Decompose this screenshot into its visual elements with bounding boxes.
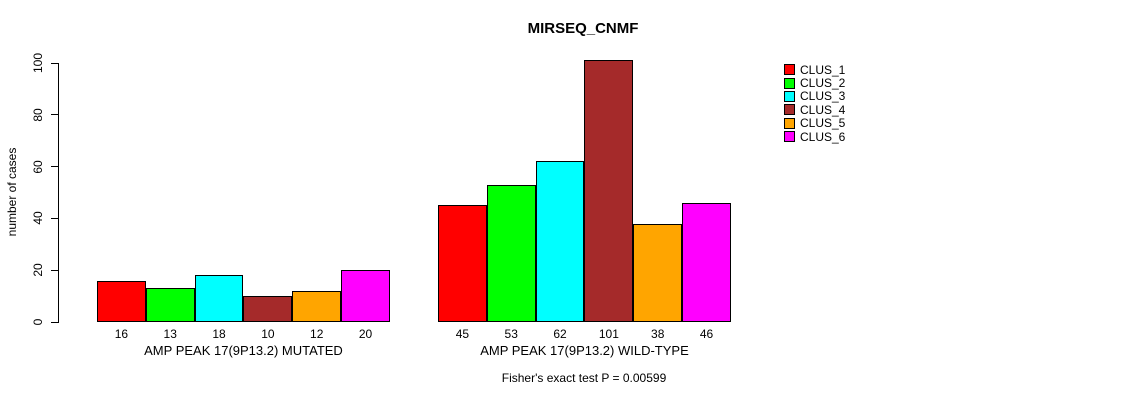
bar-clus_3: [535, 161, 585, 322]
legend-swatch: [784, 104, 795, 116]
bar-clus_4: [584, 60, 634, 322]
bar-clus_1: [438, 205, 487, 322]
y-tick-label: 20: [31, 263, 45, 277]
bar-value-label: 20: [358, 327, 373, 341]
legend-label: CLUS_3: [800, 89, 846, 104]
bar-value-label: 38: [651, 327, 665, 341]
y-axis-label: number of cases: [5, 147, 19, 237]
legend-item-clus_6: CLUS_6: [784, 130, 845, 143]
y-tick-mark: [51, 166, 58, 168]
legend-label: CLUS_1: [800, 62, 846, 77]
bar-value-label: 13: [163, 327, 177, 341]
legend: CLUS_1 CLUS_2 CLUS_3 CLUS_4 CLUS_5 CLUS_6: [784, 63, 845, 143]
legend-swatch: [784, 90, 795, 102]
annotation-fisher-test: Fisher's exact test P = 0.00599: [501, 371, 667, 385]
bar-value-label: 12: [310, 327, 324, 341]
bar-value-label: 101: [598, 327, 619, 341]
bar-clus_6: [682, 202, 731, 322]
y-tick-label: 60: [31, 159, 45, 174]
legend-item-clus_1: CLUS_1: [784, 63, 845, 76]
y-tick-label: 40: [31, 211, 45, 226]
bar-clus_5: [292, 290, 342, 322]
legend-item-clus_2: CLUS_2: [784, 76, 845, 89]
y-tick-mark: [51, 62, 58, 64]
bar-value-label: 46: [699, 327, 714, 341]
legend-label: CLUS_5: [800, 116, 846, 131]
legend-item-clus_3: CLUS_3: [784, 90, 845, 103]
bar-clus_4: [243, 296, 293, 322]
x-group-label: AMP PEAK 17(9P13.2) WILD-TYPE: [480, 343, 689, 358]
bar-value-label: 18: [212, 327, 226, 341]
legend-label: CLUS_6: [800, 129, 846, 144]
bar-value-label: 53: [504, 327, 518, 341]
bar-clus_1: [97, 280, 146, 322]
legend-swatch: [784, 64, 795, 76]
y-tick-mark: [51, 321, 58, 323]
bar-clus_3: [194, 275, 244, 322]
legend-swatch: [784, 117, 795, 129]
legend-item-clus_4: CLUS_4: [784, 103, 845, 116]
bar-clus_6: [341, 270, 390, 322]
bar-value-label: 45: [455, 327, 470, 341]
y-axis-line: [58, 63, 59, 323]
bar-value-label: 62: [553, 327, 567, 341]
bar-clus_5: [633, 223, 683, 322]
legend-swatch: [784, 131, 795, 143]
y-tick-mark: [51, 217, 58, 219]
legend-item-clus_5: CLUS_5: [784, 117, 845, 130]
y-tick-mark: [51, 269, 58, 271]
y-tick-label: 0: [31, 318, 45, 326]
legend-label: CLUS_2: [800, 76, 846, 91]
x-group-label: AMP PEAK 17(9P13.2) MUTATED: [144, 343, 343, 358]
bar-value-label: 10: [261, 327, 275, 341]
bar-clus_2: [145, 288, 195, 322]
y-tick-label: 80: [31, 108, 45, 122]
chart-title: MIRSEQ_CNMF: [527, 20, 639, 37]
bar-value-label: 16: [114, 327, 129, 341]
y-tick-mark: [51, 114, 58, 116]
y-tick-label: 100: [31, 52, 45, 74]
legend-label: CLUS_4: [800, 102, 846, 117]
bar-clus_2: [486, 184, 536, 322]
legend-swatch: [784, 77, 795, 89]
